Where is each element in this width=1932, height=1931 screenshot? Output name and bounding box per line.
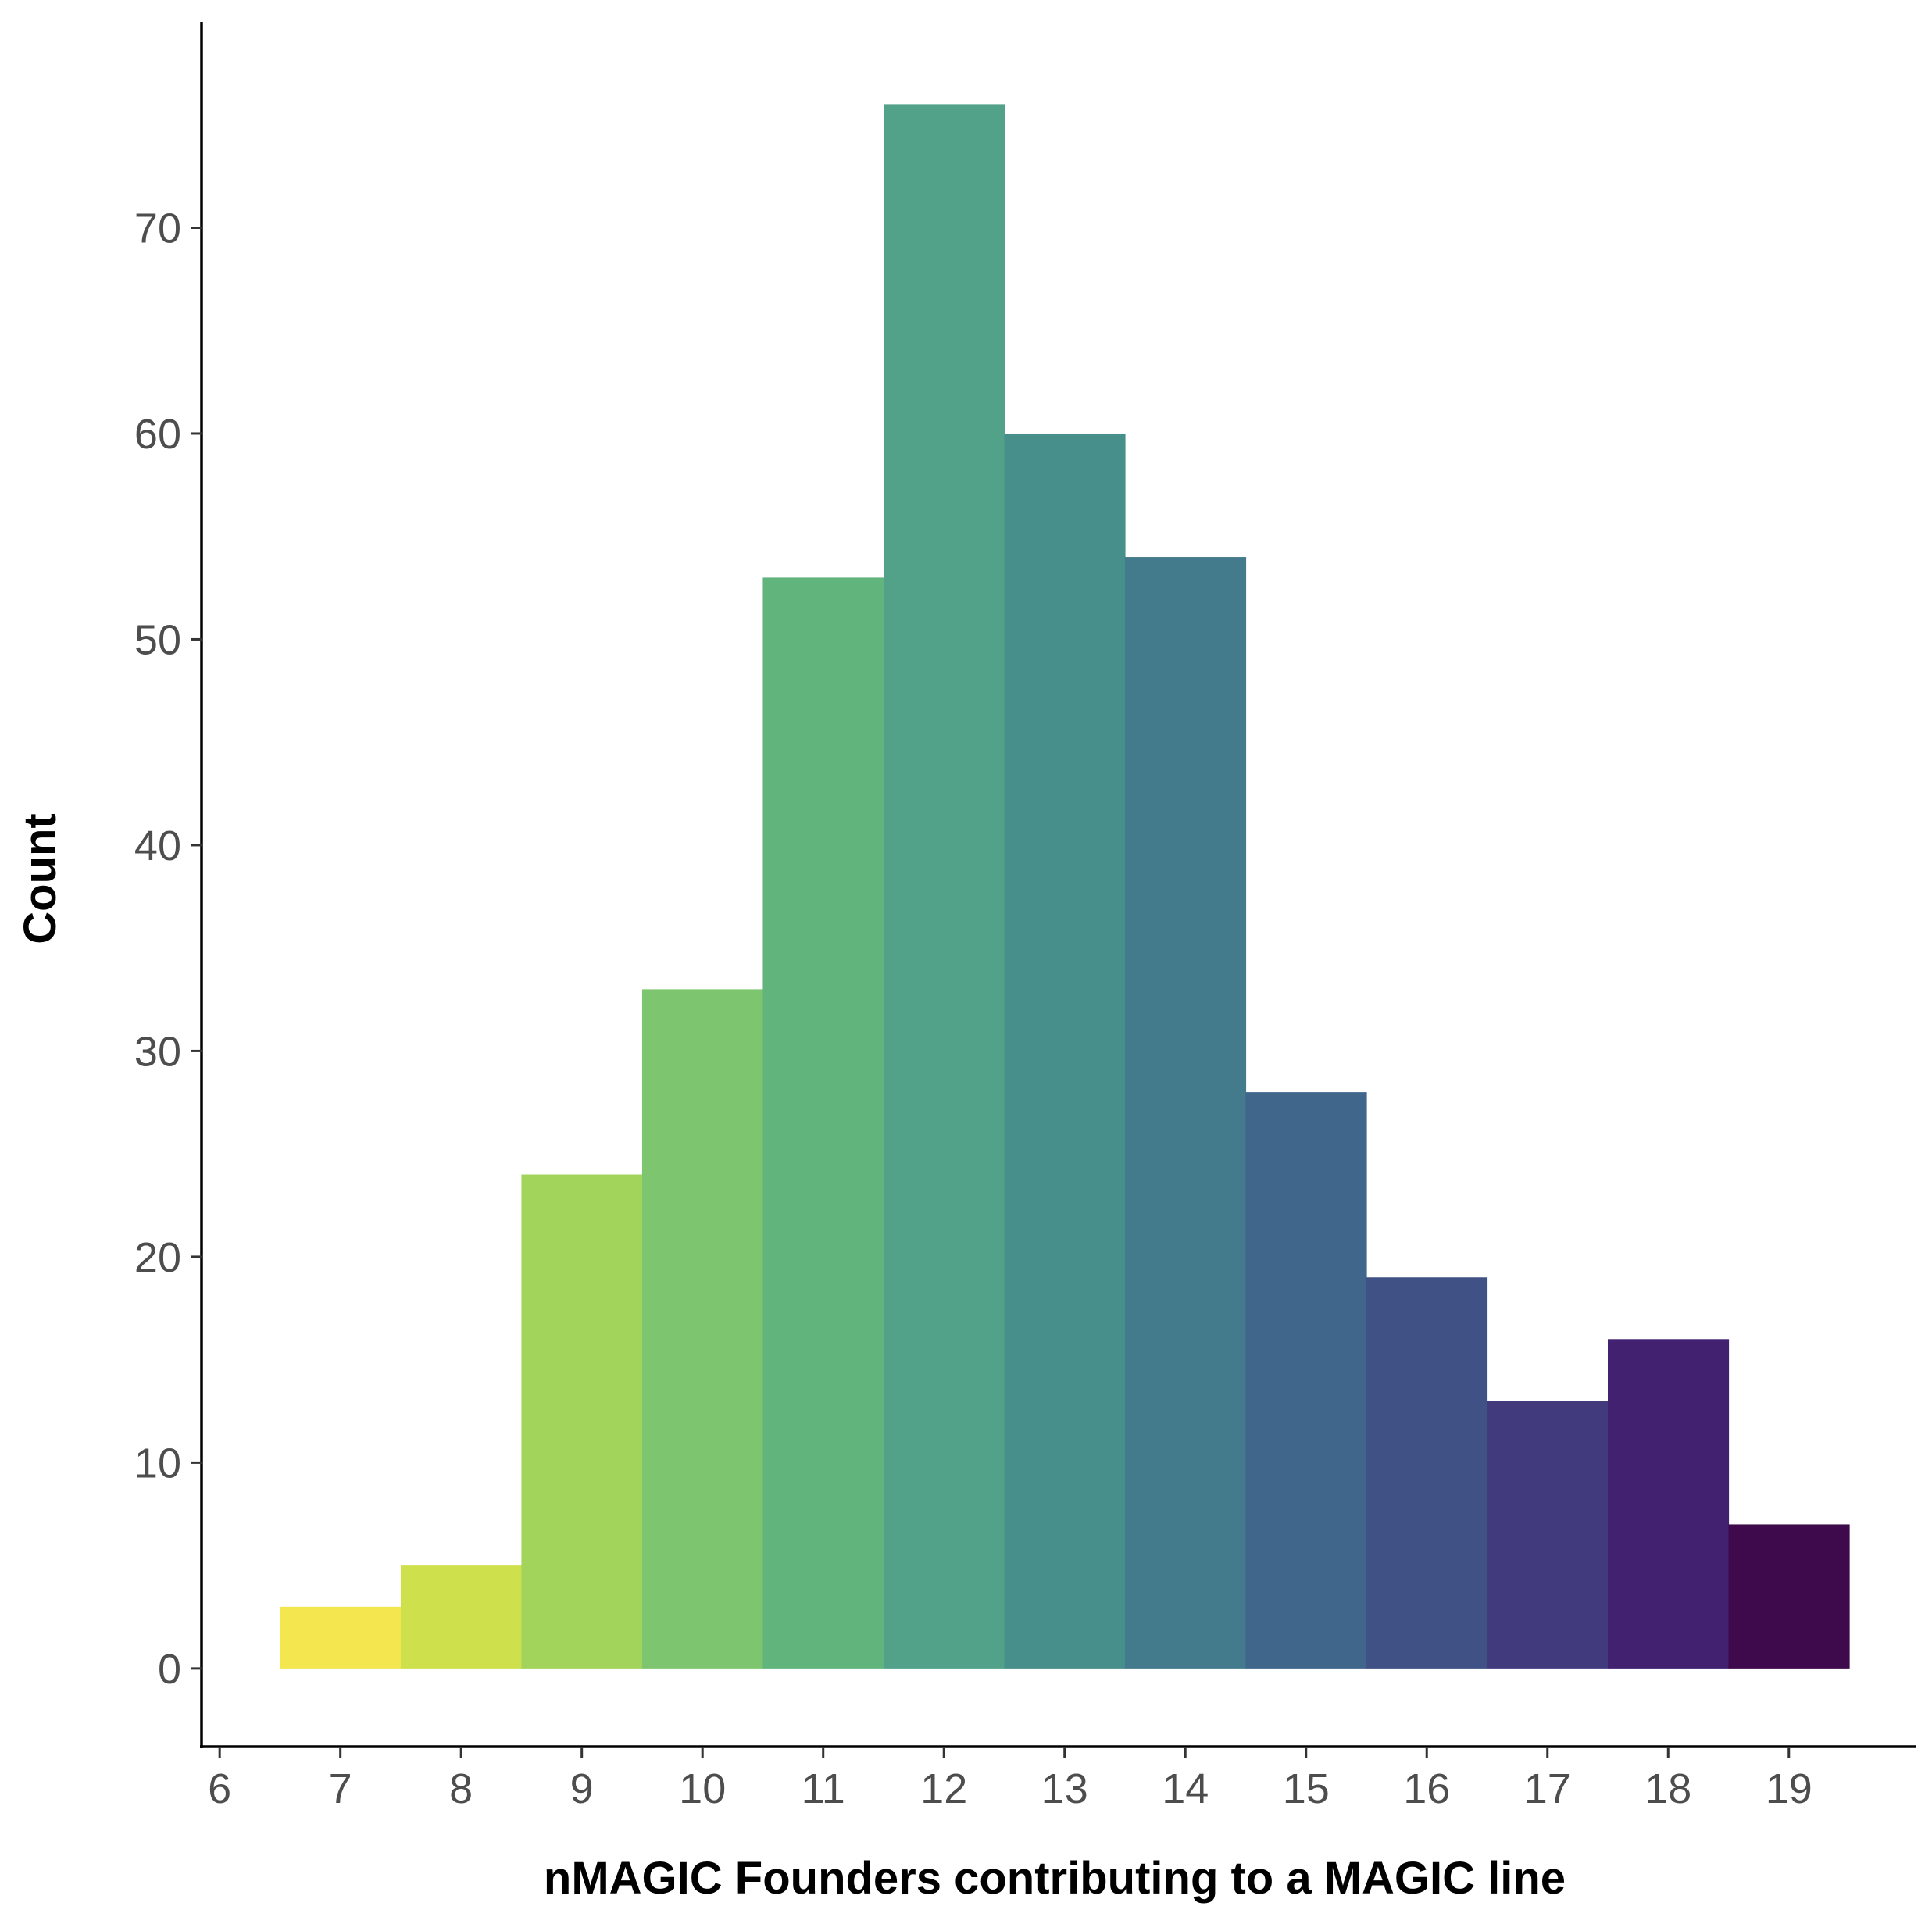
x-tick-label-18: 18	[1645, 1765, 1691, 1812]
bar-18	[1608, 1339, 1730, 1669]
bar-15	[1245, 1092, 1367, 1669]
x-axis: 6 7 8 9 10 11 12 13 14 15 16 17 18 19	[200, 1745, 1916, 1812]
x-tick-label-7: 7	[329, 1765, 352, 1812]
x-tick-label-16: 16	[1403, 1765, 1450, 1812]
bar-14	[1124, 557, 1247, 1669]
bar-9	[521, 1174, 643, 1669]
bar-8	[400, 1565, 523, 1669]
y-tick-label-50: 50	[134, 616, 181, 663]
y-tick-label-10: 10	[134, 1440, 181, 1487]
bar-13	[1004, 433, 1126, 1669]
y-tick-label-30: 30	[134, 1028, 181, 1075]
x-tick-label-19: 19	[1766, 1765, 1812, 1812]
bar-7	[280, 1606, 402, 1669]
y-tick-label-60: 60	[134, 411, 181, 458]
x-tick-label-14: 14	[1162, 1765, 1209, 1812]
bar-10	[641, 989, 764, 1669]
bar-17	[1487, 1401, 1609, 1669]
bar-19	[1728, 1524, 1850, 1669]
x-tick-label-12: 12	[920, 1765, 967, 1812]
x-axis-title: nMAGIC Founders contributing to a MAGIC …	[544, 1853, 1566, 1904]
x-tick-label-11: 11	[802, 1765, 845, 1812]
x-tick-label-13: 13	[1041, 1765, 1088, 1812]
y-tick-label-20: 20	[134, 1234, 181, 1281]
x-tick-label-9: 9	[570, 1765, 594, 1812]
y-tick-label-40: 40	[134, 823, 181, 869]
x-tick-label-17: 17	[1524, 1765, 1571, 1812]
x-tick-label-6: 6	[208, 1765, 231, 1812]
x-tick-label-15: 15	[1283, 1765, 1330, 1812]
x-tick-label-8: 8	[449, 1765, 473, 1812]
y-tick-label-70: 70	[134, 205, 181, 252]
bars-group	[280, 104, 1850, 1669]
bar-12	[883, 104, 1005, 1669]
y-axis: 0 10 20 30 40 50 60 70	[134, 22, 203, 1748]
x-tick-label-10: 10	[679, 1765, 726, 1812]
bar-11	[762, 577, 884, 1669]
y-tick-label-0: 0	[158, 1646, 181, 1693]
bar-16	[1366, 1277, 1488, 1669]
y-axis-title: Count	[15, 813, 66, 944]
